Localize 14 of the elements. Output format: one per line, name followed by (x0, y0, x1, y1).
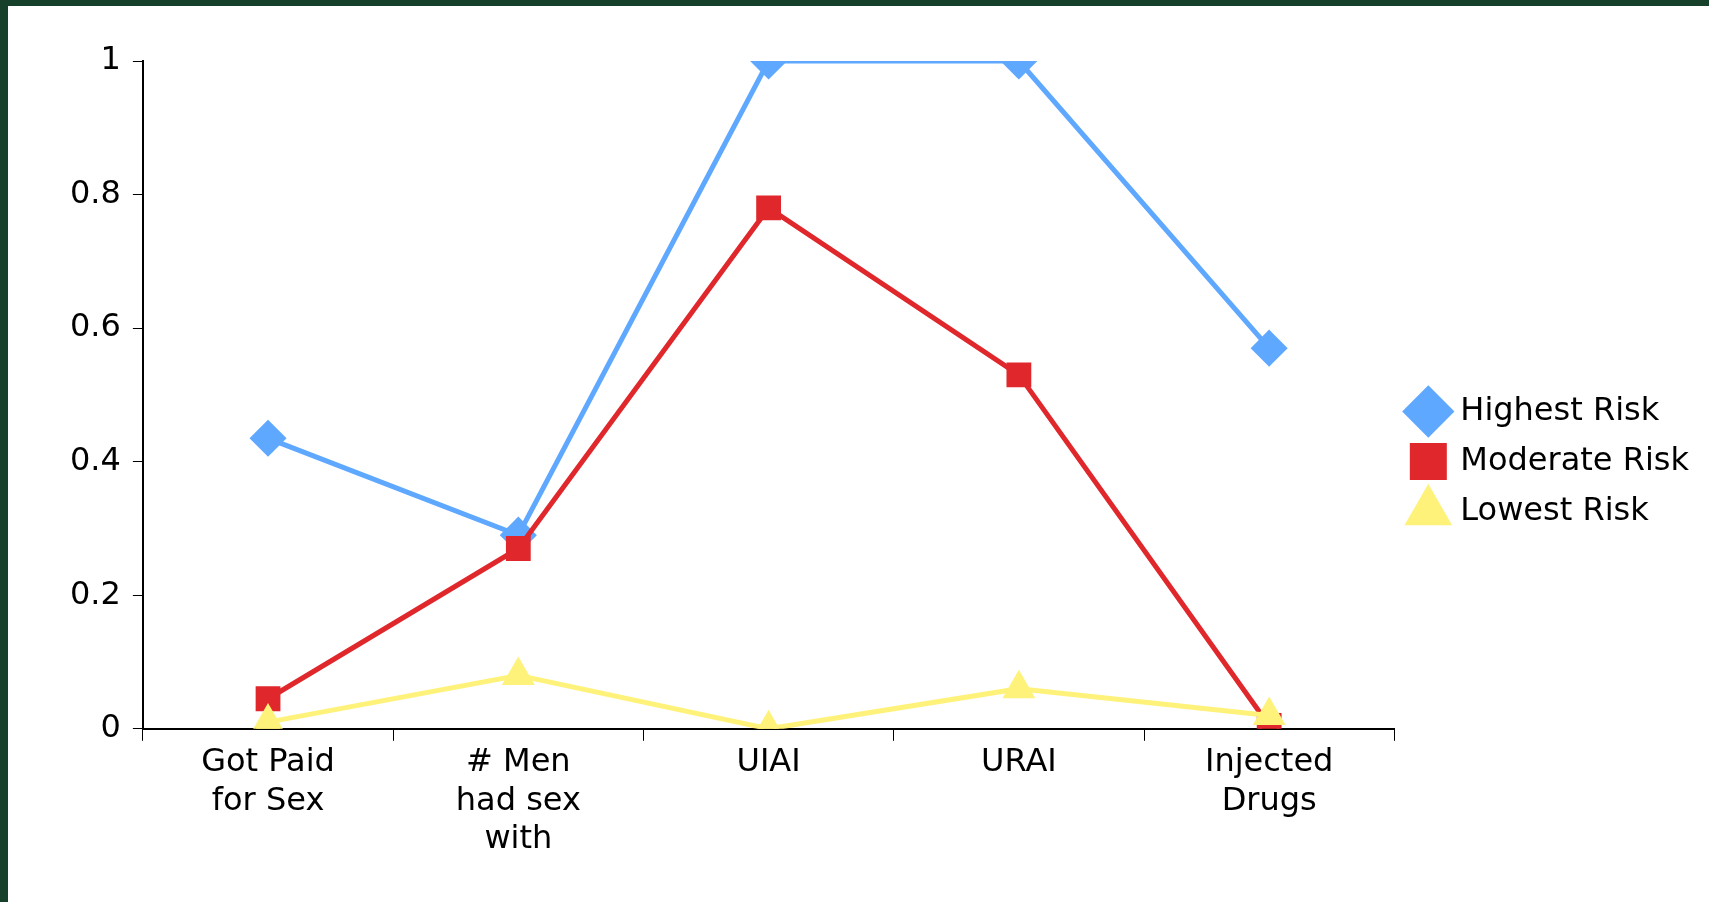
x-tick-label: URAI (981, 741, 1057, 780)
x-tick-label: Injected Drugs (1204, 741, 1334, 818)
x-tick-label: UIAI (736, 741, 801, 780)
x-tick-label: # Men had sex with (455, 741, 581, 857)
y-tick-label: 0.8 (70, 172, 121, 211)
y-tick-label: 1 (100, 39, 121, 78)
y-tick-label: 0 (100, 707, 121, 746)
y-tick-label: 0.4 (70, 439, 121, 478)
legend-label: Moderate Risk (1460, 439, 1690, 478)
y-tick-label: 0.6 (70, 306, 121, 345)
x-tick-label: Got Paid for Sex (201, 741, 335, 818)
legend-label: Lowest Risk (1460, 489, 1650, 528)
y-tick-label: 0.2 (70, 573, 121, 612)
legend-label: Highest Risk (1460, 389, 1660, 428)
